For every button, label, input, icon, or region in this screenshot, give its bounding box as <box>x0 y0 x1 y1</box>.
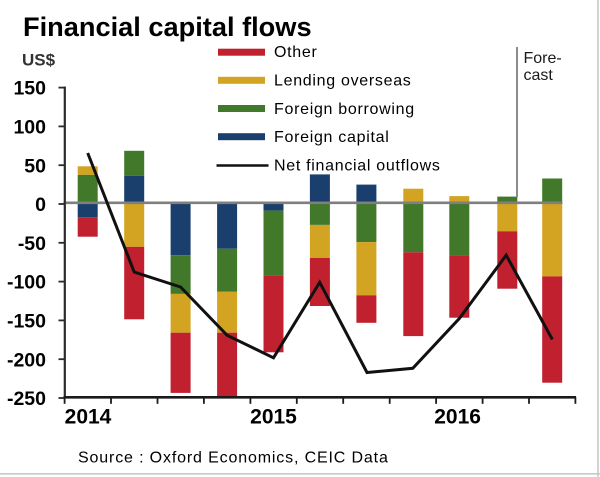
svg-text:Foreign capital: Foreign capital <box>274 129 389 146</box>
svg-text:Net financial outflows: Net financial outflows <box>274 158 441 175</box>
svg-text:-250: -250 <box>7 388 46 410</box>
svg-text:Source : Oxford Economics, CEI: Source : Oxford Economics, CEIC Data <box>78 450 389 467</box>
svg-text:Other: Other <box>274 44 318 61</box>
svg-text:-50: -50 <box>18 233 46 255</box>
svg-text:US$: US$ <box>22 51 56 70</box>
svg-text:0: 0 <box>35 194 46 216</box>
svg-text:2016: 2016 <box>434 406 481 429</box>
svg-text:Foreign borrowing: Foreign borrowing <box>274 101 415 118</box>
svg-text:Lending overseas: Lending overseas <box>274 73 412 90</box>
svg-text:-200: -200 <box>7 349 46 371</box>
svg-text:-150: -150 <box>7 311 46 333</box>
svg-text:100: 100 <box>13 117 46 139</box>
svg-text:2014: 2014 <box>65 406 112 429</box>
svg-text:Fore-: Fore- <box>524 50 562 67</box>
svg-text:50: 50 <box>24 155 46 177</box>
svg-text:-100: -100 <box>7 272 46 294</box>
svg-text:cast: cast <box>524 67 554 84</box>
svg-text:2015: 2015 <box>250 406 297 429</box>
svg-text:150: 150 <box>13 78 46 100</box>
svg-text:Financial capital flows: Financial capital flows <box>23 11 312 42</box>
